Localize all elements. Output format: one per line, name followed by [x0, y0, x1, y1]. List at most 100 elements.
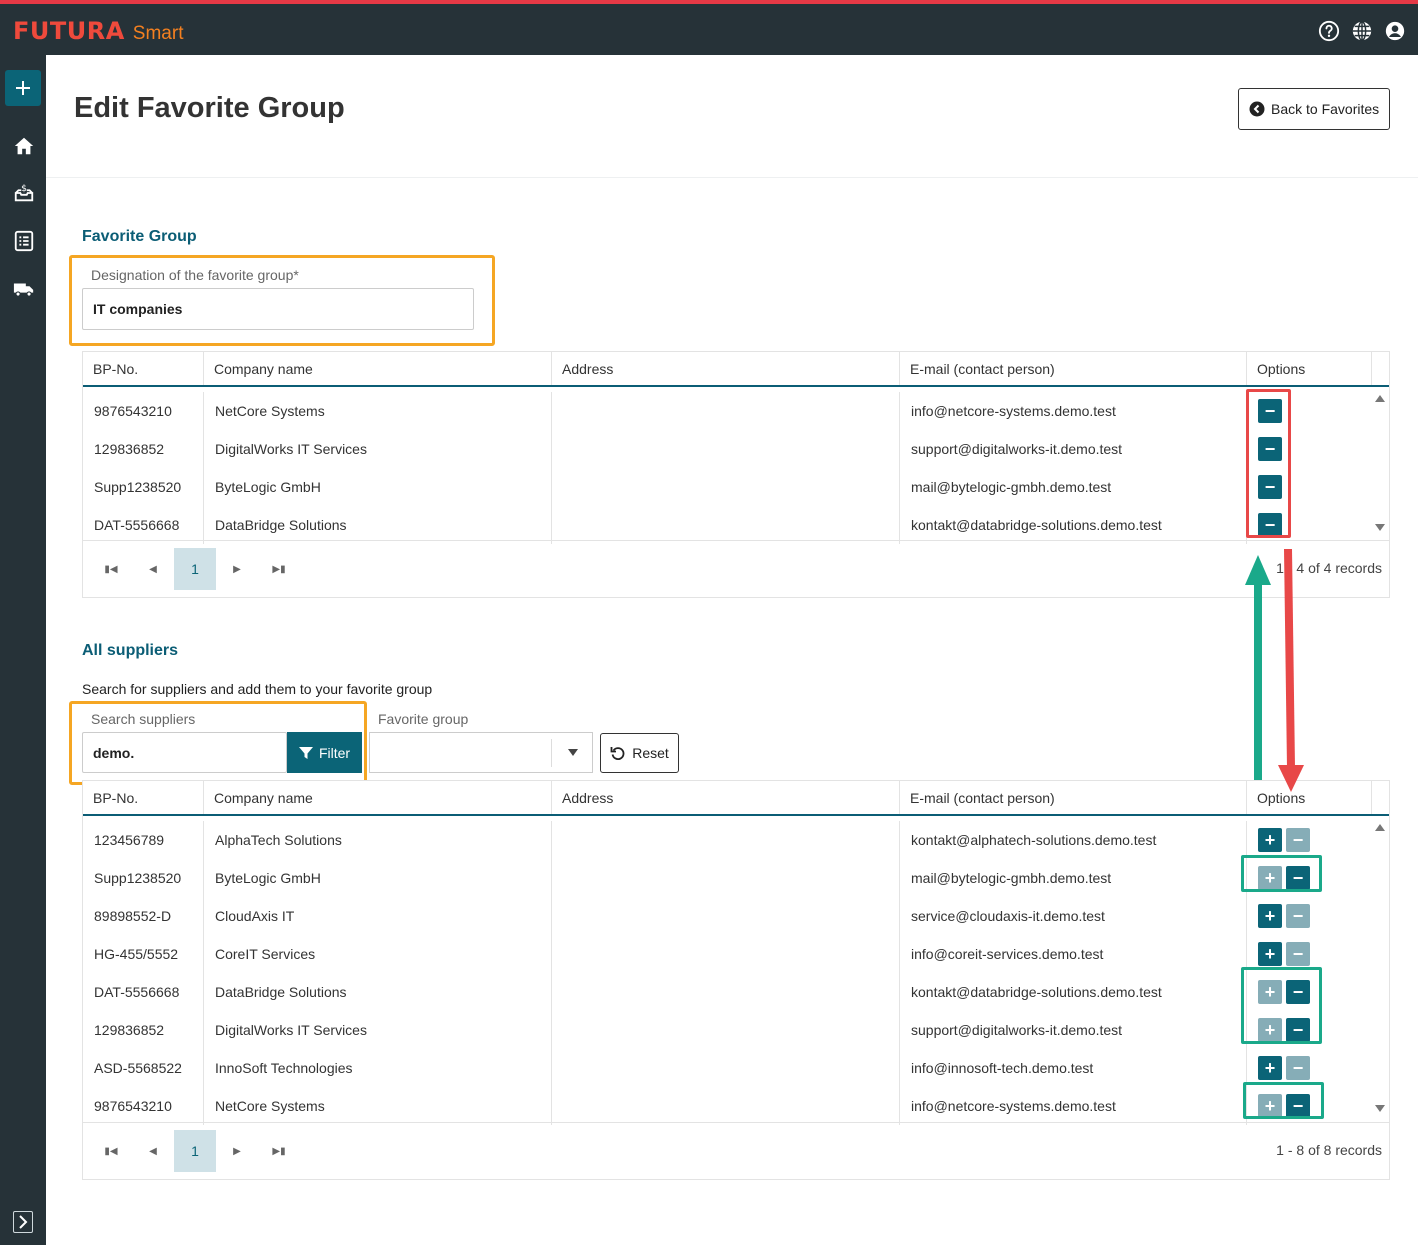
designation-label: Designation of the favorite group* [91, 267, 299, 283]
cell-company: InnoSoft Technologies [204, 1049, 552, 1087]
truck-icon[interactable] [13, 278, 35, 300]
prev-page-button[interactable]: ◀ [149, 1145, 157, 1157]
remove-from-group-button[interactable]: − [1286, 828, 1310, 852]
scroll-down-arrow[interactable] [1375, 524, 1385, 531]
cell-bp: 123456789 [83, 821, 204, 859]
column-header-company[interactable]: Company name [204, 781, 552, 814]
pager: ▮◀ ◀ 1 ▶ ▶▮ 1 - 8 of 8 records [83, 1122, 1389, 1179]
help-icon[interactable] [1318, 20, 1340, 42]
table-row[interactable]: ASD-5568522 InnoSoft Technologies info@inn… [83, 1049, 1389, 1087]
add-to-group-button[interactable]: + [1258, 866, 1282, 890]
logo-main-text: FUTURA [13, 17, 125, 45]
add-to-group-button[interactable]: + [1258, 904, 1282, 928]
table-row[interactable]: 9876543210 NetCore Systems info@netcore-sy… [83, 1087, 1389, 1125]
home-icon[interactable] [13, 135, 35, 157]
add-to-group-button[interactable]: + [1258, 828, 1282, 852]
cell-company: DataBridge Solutions [204, 973, 552, 1011]
cell-options: − [1247, 468, 1282, 506]
table-row[interactable]: HG-455/5552 CoreIT Services info@coreit-se… [83, 935, 1389, 973]
cell-bp: DAT-5556668 [83, 973, 204, 1011]
add-to-group-button[interactable]: + [1258, 942, 1282, 966]
add-to-group-button[interactable]: + [1258, 1018, 1282, 1042]
table-row[interactable]: Supp1238520 ByteLogic GmbH mail@bytelogic-… [83, 859, 1389, 897]
favorite-group-select[interactable] [369, 732, 593, 773]
table-row[interactable]: DAT-5556668 DataBridge Solutions kontakt@d… [83, 506, 1389, 544]
remove-from-group-button[interactable]: − [1286, 980, 1310, 1004]
remove-from-group-button[interactable]: − [1258, 513, 1282, 537]
last-page-button[interactable]: ▶▮ [272, 1145, 286, 1157]
prev-page-button[interactable]: ◀ [149, 563, 157, 575]
last-page-button[interactable]: ▶▮ [272, 563, 286, 575]
remove-from-group-button[interactable]: − [1286, 1018, 1310, 1042]
page-1-button[interactable]: 1 [174, 548, 216, 590]
scroll-down-arrow[interactable] [1375, 1105, 1385, 1112]
table-row[interactable]: DAT-5556668 DataBridge Solutions kontakt@d… [83, 973, 1389, 1011]
table-row[interactable]: 129836852 DigitalWorks IT Services support… [83, 430, 1389, 468]
app-logo[interactable]: FUTURA Smart [13, 17, 183, 45]
next-page-button[interactable]: ▶ [233, 1145, 241, 1157]
column-header-address[interactable]: Address [552, 352, 900, 385]
remove-from-group-button[interactable]: − [1258, 399, 1282, 423]
reset-button[interactable]: Reset [600, 733, 679, 773]
remove-from-group-button[interactable]: − [1286, 904, 1310, 928]
column-header-email[interactable]: E-mail (contact person) [900, 352, 1247, 385]
add-to-group-button[interactable]: + [1258, 1094, 1282, 1118]
user-icon[interactable] [1384, 20, 1406, 42]
table-row[interactable]: 89898552-D CloudAxis IT service@cloudaxis-… [83, 897, 1389, 935]
remove-from-group-button[interactable]: − [1286, 866, 1310, 890]
add-button[interactable] [5, 70, 41, 106]
favorite-group-section-title: Favorite Group [82, 228, 197, 245]
table-row[interactable]: 129836852 DigitalWorks IT Services support… [83, 1011, 1389, 1049]
add-to-group-button[interactable]: + [1258, 980, 1282, 1004]
remove-from-group-button[interactable]: − [1286, 1094, 1310, 1118]
column-header-address[interactable]: Address [552, 781, 900, 814]
globe-icon[interactable] [1351, 20, 1373, 42]
search-input[interactable]: demo. [82, 732, 287, 773]
remove-from-group-button[interactable]: − [1286, 942, 1310, 966]
main-content: Edit Favorite Group Back to Favorites Fa… [46, 55, 1418, 1245]
search-label: Search suppliers [91, 711, 196, 727]
remove-from-group-button[interactable]: − [1258, 437, 1282, 461]
cell-address [552, 897, 900, 935]
cell-company: DigitalWorks IT Services [204, 430, 552, 468]
remove-from-group-button[interactable]: − [1258, 475, 1282, 499]
required-mark: * [293, 267, 299, 283]
add-to-group-button[interactable]: + [1258, 1056, 1282, 1080]
first-page-button[interactable]: ▮◀ [104, 1145, 118, 1157]
sidebar-expand-button[interactable] [13, 1211, 33, 1233]
cell-address [552, 935, 900, 973]
cell-company: CloudAxis IT [204, 897, 552, 935]
page-title: Edit Favorite Group [74, 92, 345, 124]
table-row[interactable]: 9876543210 NetCore Systems info@netcore-sy… [83, 392, 1389, 430]
column-header-email[interactable]: E-mail (contact person) [900, 781, 1247, 814]
table-row[interactable]: Supp1238520 ByteLogic GmbH mail@bytelogic-… [83, 468, 1389, 506]
table-header: BP-No. Company name Address E-mail (cont… [83, 781, 1389, 816]
back-to-favorites-button[interactable]: Back to Favorites [1238, 88, 1390, 130]
page-1-button[interactable]: 1 [174, 1130, 216, 1172]
cell-email: kontakt@databridge-solutions.demo.test [900, 973, 1247, 1011]
column-header-options: Options [1247, 781, 1372, 814]
cell-company: DigitalWorks IT Services [204, 1011, 552, 1049]
in-group-highlight [1241, 855, 1322, 892]
cell-address [552, 430, 900, 468]
next-page-button[interactable]: ▶ [233, 563, 241, 575]
table-row[interactable]: 123456789 AlphaTech Solutions kontakt@alph… [83, 821, 1389, 859]
designation-input[interactable]: IT companies [82, 288, 474, 330]
remove-from-group-button[interactable]: − [1286, 1056, 1310, 1080]
cell-address [552, 506, 900, 544]
filter-button[interactable]: Filter [287, 732, 362, 773]
cell-address [552, 821, 900, 859]
column-header-bp[interactable]: BP-No. [83, 781, 204, 814]
checklist-icon[interactable] [13, 230, 35, 252]
designation-highlight [69, 255, 495, 346]
column-header-company[interactable]: Company name [204, 352, 552, 385]
cell-address [552, 392, 900, 430]
logo-sub-text: Smart [132, 23, 184, 44]
first-page-button[interactable]: ▮◀ [104, 563, 118, 575]
inbox-dollar-icon[interactable]: $ [13, 182, 35, 204]
cell-bp: 129836852 [83, 430, 204, 468]
scroll-up-arrow[interactable] [1375, 395, 1385, 402]
all-suppliers-description: Search for suppliers and add them to you… [82, 681, 433, 697]
scroll-up-arrow[interactable] [1375, 824, 1385, 831]
column-header-bp[interactable]: BP-No. [83, 352, 204, 385]
